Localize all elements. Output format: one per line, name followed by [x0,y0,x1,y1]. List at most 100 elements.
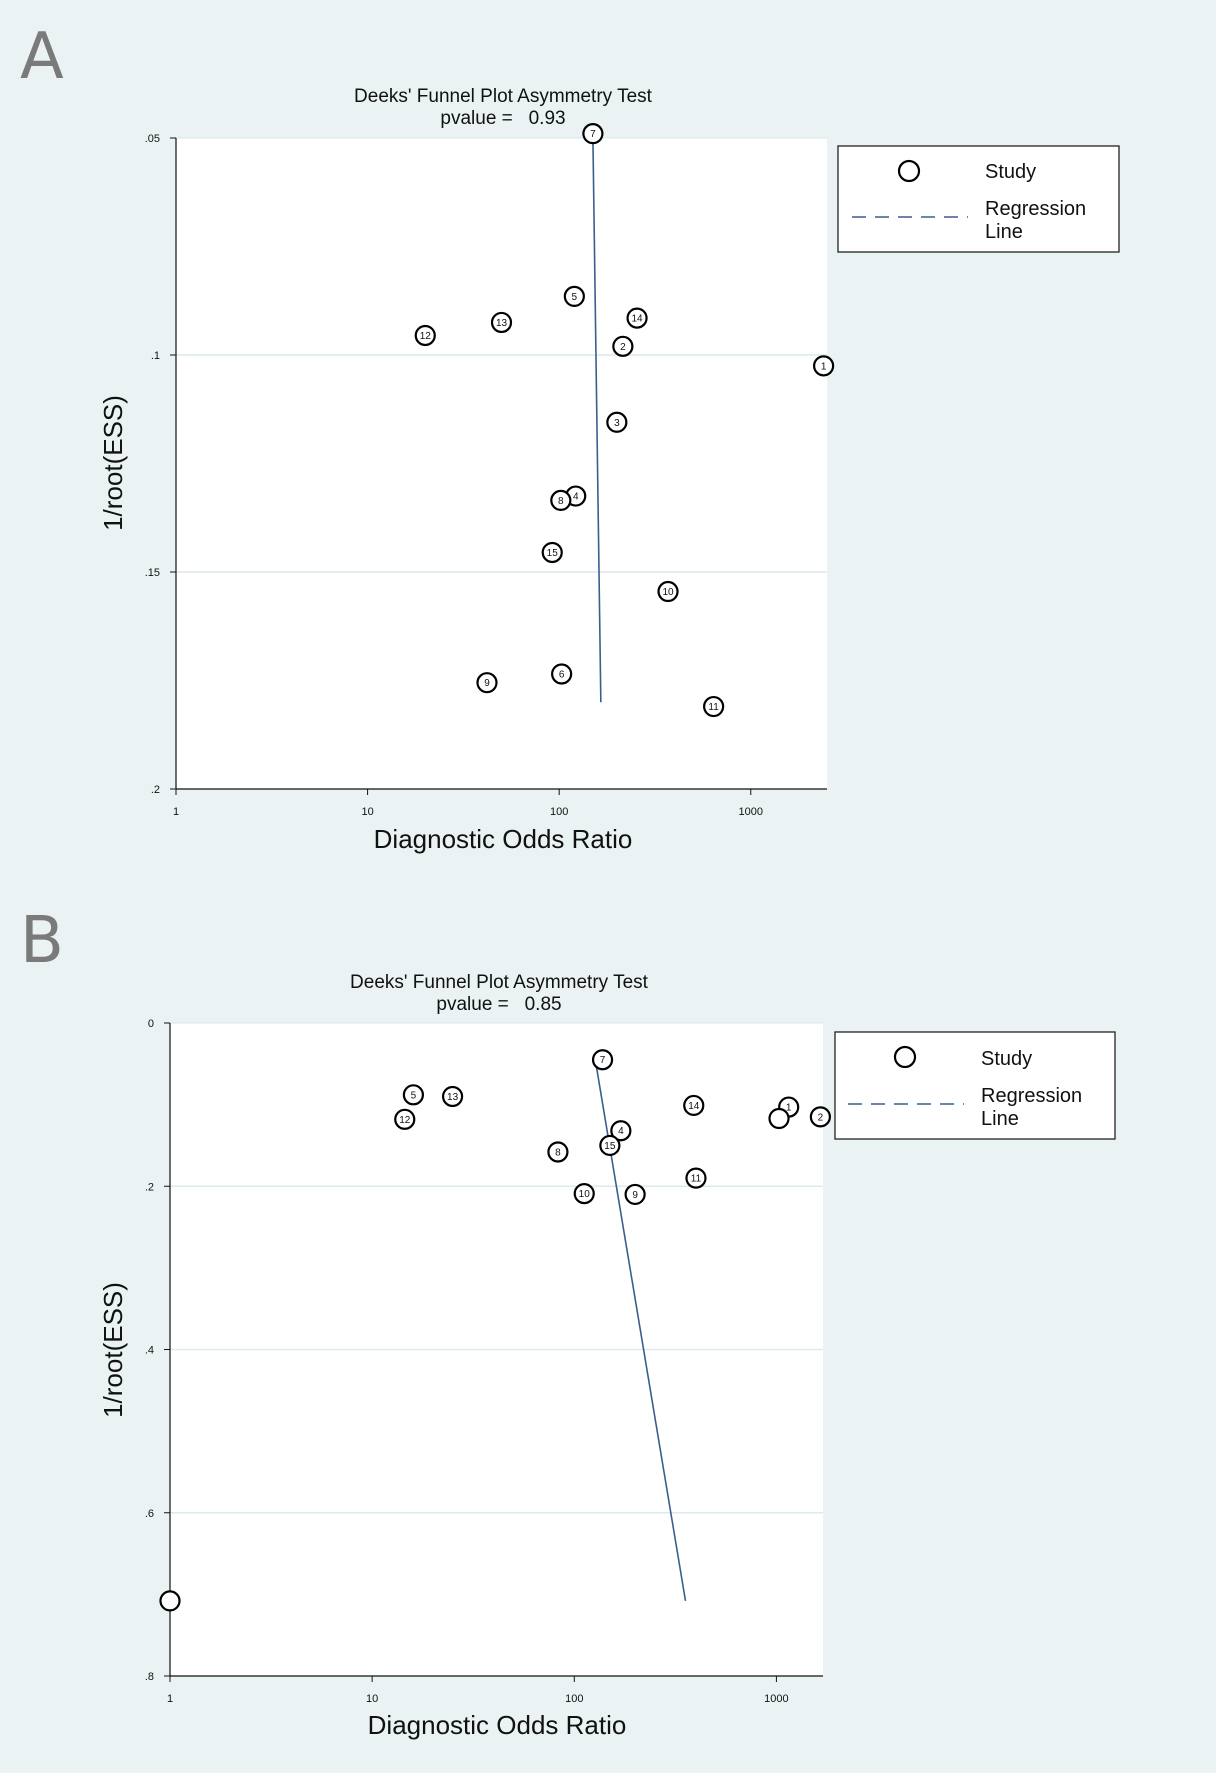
study-marker [563,285,585,308]
legend-study-label: Study [981,1048,1032,1070]
study-point: 11 [703,695,725,718]
study-marker [582,123,604,145]
study-point: 6 [551,663,573,685]
study-point: 3 [606,411,628,433]
study-marker [768,1107,790,1130]
study-label: 9 [484,678,490,689]
study-label: 4 [573,492,579,503]
plot-area [176,138,827,789]
study-label: 8 [558,496,564,507]
study-marker [402,1084,424,1106]
study-label: 2 [620,342,626,353]
study-marker [683,1094,705,1117]
study-point: 5 [402,1084,424,1106]
study-marker [612,335,634,357]
study-marker [541,541,563,564]
y-tick-label: .15 [145,567,160,579]
study-label: 6 [559,669,565,680]
study-point: 1 [813,355,835,377]
study-point: 8 [547,1141,569,1163]
study-marker [159,1590,181,1612]
legend-regression-label: Regression Line [981,1085,1088,1130]
x-tick-label: 10 [366,1693,378,1705]
study-marker [813,355,835,377]
study-marker [547,1141,569,1163]
legend-study-marker [897,159,921,183]
legend-box [834,1031,1116,1140]
study-marker [490,311,513,334]
panel-a: A Deeks' Funnel Plot Asymmetry Test pval… [20,20,1120,854]
study-label: 5 [411,1090,417,1101]
study-label: 13 [447,1092,459,1103]
study-marker [550,489,572,511]
study-label: 9 [632,1190,638,1201]
study-point: 10 [657,580,679,603]
y-tick-label: .6 [145,1508,154,1520]
study-label: 14 [631,314,643,325]
y-tick-label: .4 [145,1345,154,1357]
study-label: 12 [399,1115,411,1126]
panel-letter: B [20,904,64,978]
study-marker [551,663,573,685]
study-point: 14 [626,307,648,329]
study-marker [606,411,628,433]
study-marker [573,1182,595,1205]
chart-subtitle: pvalue = 0.85 [436,994,561,1015]
study-point: 9 [476,672,498,694]
study-label: 11 [708,702,719,713]
y-axis-label: 1/root(ESS) [98,1282,128,1418]
legend: Study Regression Line [837,145,1120,253]
study-label: 11 [691,1174,702,1185]
study-point: 10 [573,1182,595,1205]
study-point: 8 [550,489,572,511]
study-point: 7 [582,123,604,145]
legend-regression-label-line1: Regression [981,1085,1082,1107]
study-label: 4 [618,1126,624,1137]
x-tick-label: 1 [167,1693,173,1705]
y-tick-label: .1 [151,350,160,362]
x-tick-label: 1000 [739,806,763,818]
y-axis-label: 1/root(ESS) [98,395,128,531]
legend-regression-label-line1: Regression [985,198,1086,220]
study-point: 13 [490,311,513,334]
study-label: 10 [579,1189,591,1200]
y-tick-label: .2 [151,784,160,796]
study-point [159,1590,181,1612]
study-marker [657,580,679,603]
study-marker [599,1134,621,1157]
study-label: 7 [590,129,596,140]
study-marker [476,672,498,694]
study-label: 2 [818,1112,824,1123]
x-tick-label: 1 [173,806,179,818]
study-label: 8 [555,1147,561,1158]
study-marker [441,1085,464,1108]
study-marker [703,695,725,718]
study-label: 1 [786,1103,792,1114]
y-tick-label: 0 [148,1018,154,1030]
study-point: 11 [685,1167,707,1189]
study-label: 12 [420,331,432,342]
y-tick-label: .05 [145,133,160,145]
y-tick-label: .2 [145,1181,154,1193]
study-marker [610,1120,632,1142]
study-point [768,1107,790,1130]
study-point: 13 [441,1085,464,1108]
study-point: 2 [809,1106,831,1128]
legend-box [837,145,1120,253]
x-tick-label: 10 [361,806,373,818]
study-label: 13 [496,318,508,329]
legend-study-marker [893,1045,917,1069]
study-point: 2 [612,335,634,357]
study-marker [624,1183,646,1206]
study-label: 1 [821,361,827,372]
study-point: 12 [394,1108,416,1130]
legend: Study Regression Line [834,1031,1116,1140]
study-label: 15 [604,1141,616,1152]
legend-regression-label-line2: Line [981,1108,1019,1130]
study-marker [394,1108,416,1130]
study-point: 14 [683,1094,705,1117]
study-label: 7 [600,1055,606,1066]
study-marker [685,1167,707,1189]
study-marker [809,1106,831,1128]
